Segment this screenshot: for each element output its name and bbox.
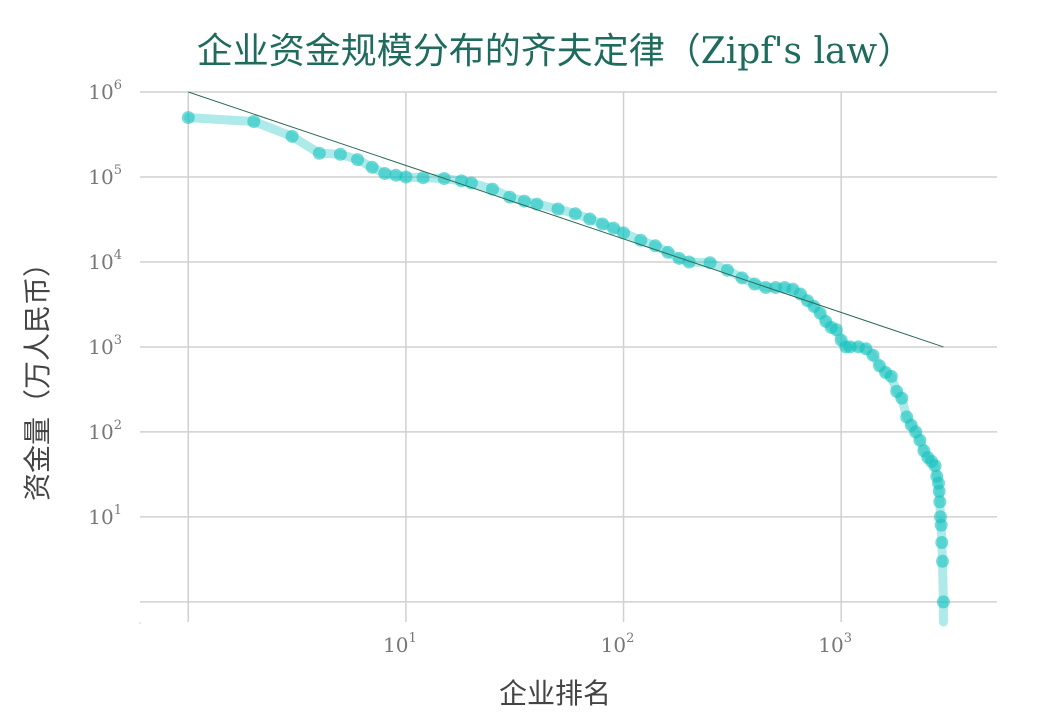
data-series [181,111,950,627]
y-tick-label: 105 [88,163,122,189]
grid-lines [139,91,997,624]
rank-size-line [183,113,948,627]
data-point [884,369,898,383]
data-point [181,111,195,125]
data-point [928,459,942,473]
data-point [351,153,365,167]
data-point [378,167,392,180]
data-point [895,391,909,405]
y-axis-label: 资金量（万人民币） [21,248,54,502]
data-point [551,202,565,216]
data-point [568,207,582,221]
data-point [703,256,717,270]
data-point [389,168,403,182]
data-point [936,554,949,568]
data-point [455,174,468,188]
data-point [617,226,630,240]
data-point [399,170,413,184]
data-point [720,263,734,277]
y-tick-label: 102 [88,418,122,444]
data-point [312,146,326,160]
data-point [333,147,347,161]
data-point [648,239,662,253]
data-point [682,255,696,269]
data-point [486,182,499,196]
y-tick-label: 106 [88,78,122,104]
data-point [933,495,947,509]
data-point [935,536,949,549]
data-point [866,348,880,362]
data-point [936,595,950,609]
data-point [913,433,927,447]
data-point [247,115,261,128]
y-tick-label: 104 [88,248,122,274]
data-point [596,217,609,231]
fit-line [188,91,944,348]
x-tick-label: 102 [601,631,635,657]
x-tick-label: 103 [818,631,852,657]
data-point [607,221,621,235]
data-point [503,190,517,204]
data-point [748,277,762,291]
data-point [769,281,783,294]
data-point [759,281,773,294]
y-tick-label: 101 [88,503,122,529]
data-point [735,271,749,285]
data-point [932,484,946,498]
chart-title: 企业资金规模分布的齐夫定律（Zipf's law） [196,31,914,72]
data-point [672,251,686,265]
fit-line-layer [188,91,944,348]
data-point [934,518,948,532]
data-point [530,197,544,211]
tick-labels: 101 102 103 101 102 103 104 105 106 [88,78,852,657]
data-point [583,212,597,226]
data-point [829,323,843,337]
data-point [285,129,299,143]
x-tick-label: 101 [383,631,417,657]
x-axis-label: 企业排名 [498,677,611,710]
data-point [365,160,379,174]
y-tick-label: 103 [88,333,122,359]
data-point [416,171,430,185]
